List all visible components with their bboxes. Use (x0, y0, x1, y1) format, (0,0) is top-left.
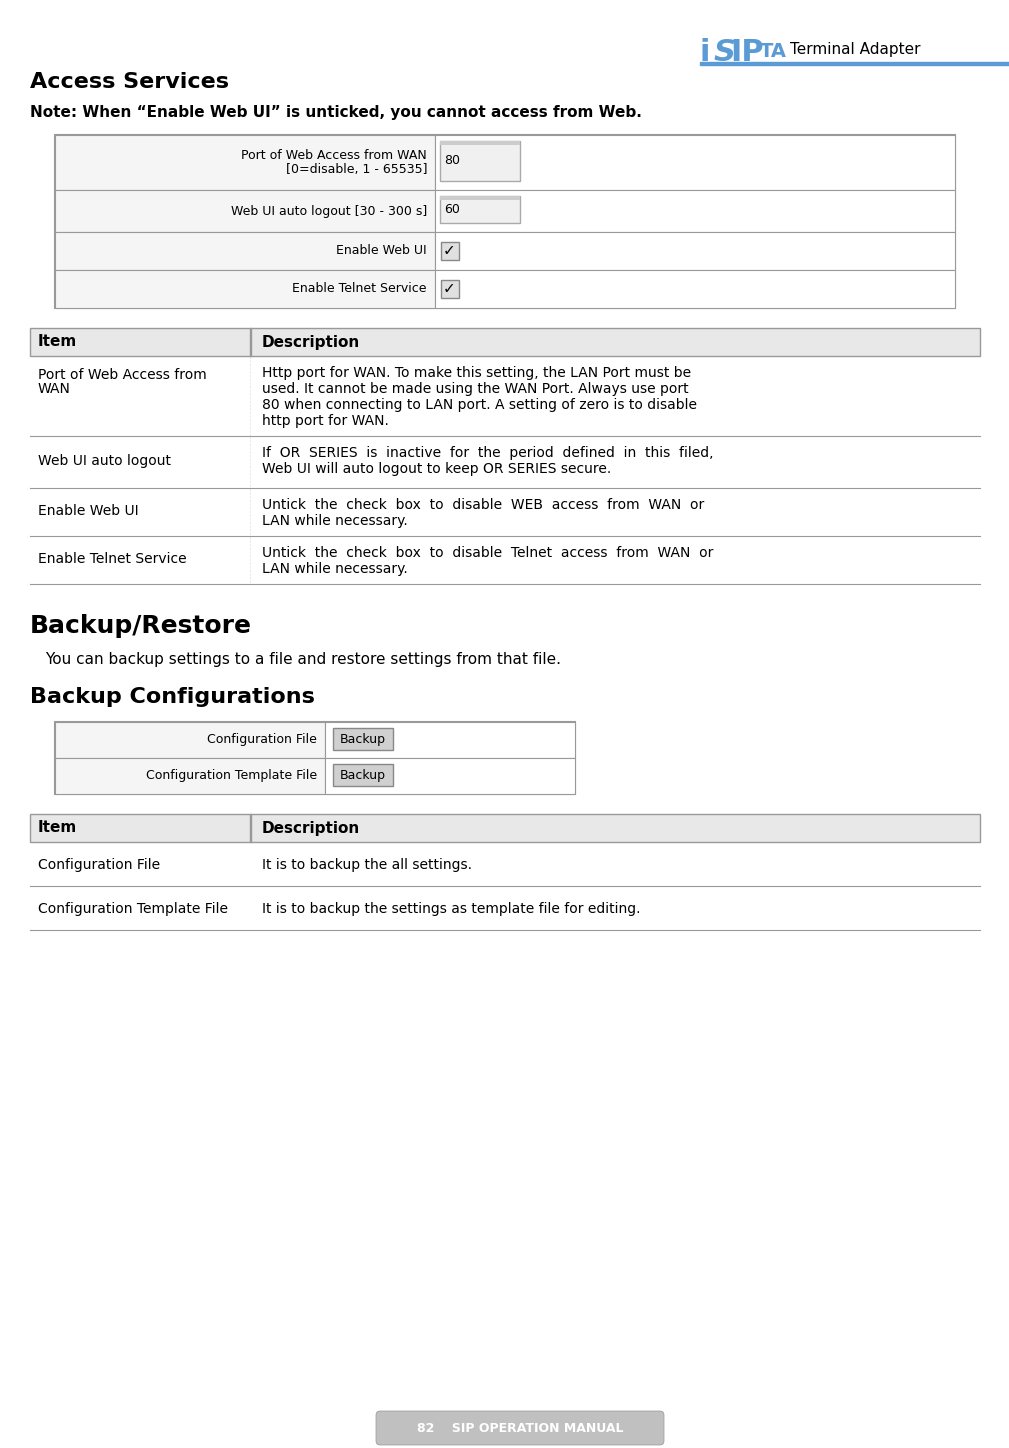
Text: 82    SIP OPERATION MANUAL: 82 SIP OPERATION MANUAL (417, 1422, 624, 1435)
Text: S: S (714, 38, 736, 67)
Text: It is to backup the settings as template file for editing.: It is to backup the settings as template… (262, 902, 641, 917)
Bar (440, 140, 520, 181)
Text: Note: When “Enable Web UI” is unticked, you cannot access from Web.: Note: When “Enable Web UI” is unticked, … (30, 106, 642, 120)
Text: Port of Web Access from: Port of Web Access from (38, 368, 207, 382)
Text: used. It cannot be made using the WAN Port. Always use port: used. It cannot be made using the WAN Po… (262, 382, 688, 395)
Text: Item: Item (38, 821, 78, 835)
Text: Enable Web UI: Enable Web UI (38, 504, 138, 518)
Bar (435, 232, 955, 269)
Text: Description: Description (262, 821, 360, 835)
Text: 80: 80 (444, 155, 460, 168)
Text: Web UI auto logout [30 - 300 s]: Web UI auto logout [30 - 300 s] (231, 204, 427, 217)
Bar (333, 728, 393, 750)
Bar (333, 765, 393, 786)
Text: Untick  the  check  box  to  disable  Telnet  access  from  WAN  or: Untick the check box to disable Telnet a… (262, 546, 713, 560)
Text: You can backup settings to a file and restore settings from that file.: You can backup settings to a file and re… (45, 652, 561, 668)
Text: If  OR  SERIES  is  inactive  for  the  period  defined  in  this  filed,: If OR SERIES is inactive for the period … (262, 446, 713, 460)
Text: Enable Telnet Service: Enable Telnet Service (293, 282, 427, 295)
Bar (55, 190, 435, 232)
Text: Item: Item (38, 334, 78, 349)
Text: 80 when connecting to LAN port. A setting of zero is to disable: 80 when connecting to LAN port. A settin… (262, 398, 697, 413)
Text: IP: IP (730, 38, 764, 67)
Bar (55, 232, 435, 269)
Text: Enable Web UI: Enable Web UI (336, 245, 427, 258)
Text: It is to backup the all settings.: It is to backup the all settings. (262, 859, 472, 872)
Text: Terminal Adapter: Terminal Adapter (790, 42, 920, 56)
Bar (30, 814, 980, 841)
Bar (55, 723, 575, 794)
FancyBboxPatch shape (376, 1410, 664, 1445)
Text: http port for WAN.: http port for WAN. (262, 414, 388, 429)
Bar (440, 140, 520, 145)
Text: TA: TA (760, 42, 787, 61)
Text: Configuration File: Configuration File (207, 734, 317, 747)
Text: Backup/Restore: Backup/Restore (30, 614, 252, 639)
Bar (440, 195, 520, 223)
Text: WAN: WAN (38, 382, 71, 395)
Bar (441, 279, 459, 298)
Text: Configuration Template File: Configuration Template File (146, 769, 317, 782)
Text: LAN while necessary.: LAN while necessary. (262, 562, 408, 576)
Text: Backup: Backup (340, 769, 386, 782)
Bar (440, 195, 520, 200)
Text: i: i (700, 38, 710, 67)
Text: Configuration File: Configuration File (38, 859, 160, 872)
Text: ✓: ✓ (443, 243, 456, 258)
Bar (55, 757, 325, 794)
Text: Backup Configurations: Backup Configurations (30, 686, 315, 707)
Text: Web UI auto logout: Web UI auto logout (38, 455, 171, 468)
Bar (325, 757, 575, 794)
Bar (435, 190, 955, 232)
Text: Port of Web Access from WAN: Port of Web Access from WAN (241, 149, 427, 162)
Bar (700, 62, 1009, 65)
Text: ✓: ✓ (443, 281, 456, 295)
Bar (55, 269, 435, 308)
Bar (55, 723, 325, 757)
Text: Configuration Template File: Configuration Template File (38, 902, 228, 917)
Text: Description: Description (262, 334, 360, 349)
Text: Backup: Backup (340, 733, 386, 746)
Text: Enable Telnet Service: Enable Telnet Service (38, 552, 187, 566)
Text: LAN while necessary.: LAN while necessary. (262, 514, 408, 529)
Bar (55, 135, 955, 308)
Text: 60: 60 (444, 203, 460, 216)
Bar (55, 135, 435, 190)
Text: Access Services: Access Services (30, 72, 229, 93)
Bar (435, 135, 955, 190)
Bar (30, 329, 980, 356)
Text: [0=disable, 1 - 65535]: [0=disable, 1 - 65535] (286, 164, 427, 177)
Bar (325, 723, 575, 757)
Text: Http port for WAN. To make this setting, the LAN Port must be: Http port for WAN. To make this setting,… (262, 366, 691, 379)
Bar (435, 269, 955, 308)
Text: Untick  the  check  box  to  disable  WEB  access  from  WAN  or: Untick the check box to disable WEB acce… (262, 498, 704, 513)
Bar (441, 242, 459, 261)
Text: Web UI will auto logout to keep OR SERIES secure.: Web UI will auto logout to keep OR SERIE… (262, 462, 611, 476)
